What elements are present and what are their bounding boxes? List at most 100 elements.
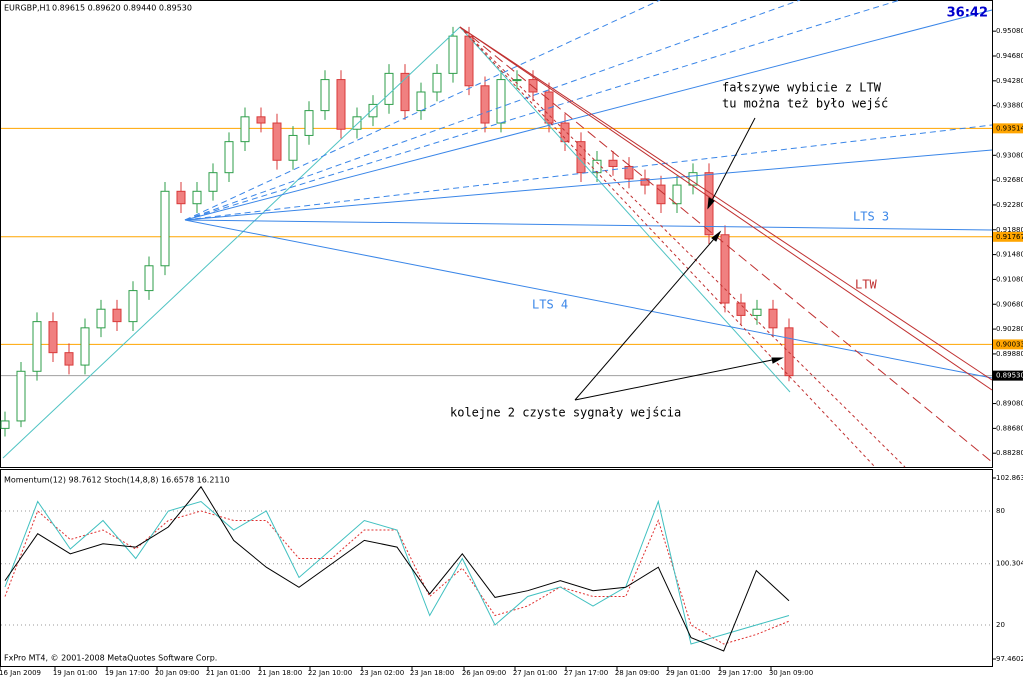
annotation: fałszywe wybicie z LTW: [722, 81, 882, 95]
price-tick-label: 0.91880: [996, 226, 1023, 234]
candle-body: [416, 91, 426, 112]
quote: 0.89615 0.89620 0.89440 0.89530: [52, 4, 192, 13]
candle-body: [672, 184, 682, 205]
arrows: [574, 117, 784, 401]
indicator-panel: [0, 469, 993, 667]
candle-body: [48, 321, 58, 354]
candle-body: [64, 352, 74, 366]
trend-lines: [2, 0, 993, 468]
annotation: LTS 3: [853, 210, 889, 224]
trend-line: [459, 26, 993, 463]
candle-body: [320, 79, 330, 112]
trend-line: [459, 26, 993, 381]
trend-line: [459, 26, 993, 391]
candle-body: [32, 321, 42, 372]
candle-body: [656, 184, 666, 205]
candle-body: [288, 134, 298, 161]
time-label: 22 Jan 10:00: [308, 669, 352, 677]
candle-body: [384, 72, 394, 105]
trend-line: [184, 0, 801, 221]
time-label: 23 Jan 02:00: [360, 669, 404, 677]
candle-body: [480, 85, 490, 124]
arrow: [574, 357, 783, 401]
time-label: 21 Jan 18:00: [258, 669, 302, 677]
trend-line: [184, 124, 993, 221]
time-label: 30 Jan 09:00: [769, 669, 813, 677]
arrow: [574, 231, 721, 401]
price-level-box: [993, 231, 1023, 242]
trend-line: [459, 26, 906, 468]
price-tick-label: 0.89480: [996, 375, 1023, 383]
candle-body: [304, 110, 314, 136]
time-label: 27 Jan 17:00: [564, 669, 608, 677]
candle-body: [624, 165, 634, 180]
price-level-label: 0.91767: [996, 233, 1023, 241]
candle-body: [144, 265, 154, 292]
time-label: 20 Jan 09:00: [155, 669, 199, 677]
candle-body: [512, 79, 522, 82]
price-tick-label: 0.89880: [996, 350, 1023, 358]
stoch-main-line: [4, 499, 790, 645]
candle-body: [224, 141, 234, 174]
price-level-box: [993, 339, 1023, 350]
candle-body: [496, 79, 506, 124]
arrowhead: [771, 357, 784, 364]
candle-body: [240, 116, 250, 143]
indicator-label: Momentum(12) 98.7612 Stoch(14,8,8) 16.65…: [4, 476, 230, 485]
price-tick-label: 0.90280: [996, 325, 1023, 333]
candle-body: [16, 370, 26, 422]
time-label: 28 Jan 09:00: [615, 669, 659, 677]
candle-body: [80, 327, 90, 366]
time-label: 29 Jan 17:00: [718, 669, 762, 677]
price-tick-label: 0.88680: [996, 424, 1023, 432]
candle-body: [576, 141, 586, 174]
footer: FxPro MT4, © 2001-2008 MetaQuotes Softwa…: [4, 654, 217, 663]
price-tick-label: 0.90680: [996, 300, 1023, 308]
candle-body: [128, 290, 138, 323]
candle-body: [112, 308, 122, 323]
candle-body: [160, 190, 170, 267]
candle-body: [336, 79, 346, 130]
arrowhead: [707, 197, 715, 210]
indicator-tick-label: 102.863: [996, 474, 1023, 482]
candle-body: [752, 308, 762, 316]
candle-body: [608, 159, 618, 167]
price-tick-label: 0.92680: [996, 176, 1023, 184]
candle-body: [208, 172, 218, 192]
price-tick-label: 0.91480: [996, 251, 1023, 259]
indicator-tick-label: 97.4602: [996, 655, 1023, 663]
trend-line: [184, 0, 901, 221]
trend-line: [2, 26, 461, 459]
price-level-label: 0.90033: [996, 340, 1023, 348]
candle-body: [400, 72, 410, 112]
candle-body: [192, 190, 202, 205]
indicator-tick-label: 20: [996, 621, 1005, 629]
time-label: 27 Jan 01:00: [513, 669, 557, 677]
indicator-tick-label: 100.3046: [996, 560, 1023, 568]
price-tick-label: 0.91080: [996, 275, 1023, 283]
price-tick-label: 0.95080: [996, 27, 1023, 35]
candle-body: [448, 35, 458, 74]
time-label: 21 Jan 01:00: [206, 669, 250, 677]
price-level-label: 0.89530: [996, 372, 1023, 380]
trend-line: [459, 26, 876, 468]
time-label: 29 Jan 01:00: [666, 669, 710, 677]
price-tick-label: 0.93080: [996, 151, 1023, 159]
candle-body: [432, 72, 442, 93]
annotation: LTS 4: [532, 298, 568, 312]
price-tick-label: 0.93880: [996, 102, 1023, 110]
trend-line: [184, 219, 993, 231]
annotation: LTW: [855, 278, 877, 292]
price-level-box: [993, 123, 1023, 134]
trend-line: [184, 0, 661, 221]
indicator-tick-label: 80: [996, 507, 1005, 515]
candle-body: [352, 116, 362, 130]
arrow: [707, 117, 756, 209]
price-tick-label: 0.89080: [996, 400, 1023, 408]
candle-body: [176, 190, 186, 205]
candle-body: [560, 122, 570, 143]
time-label: 19 Jan 01:00: [53, 669, 97, 677]
candle-body: [0, 420, 10, 429]
